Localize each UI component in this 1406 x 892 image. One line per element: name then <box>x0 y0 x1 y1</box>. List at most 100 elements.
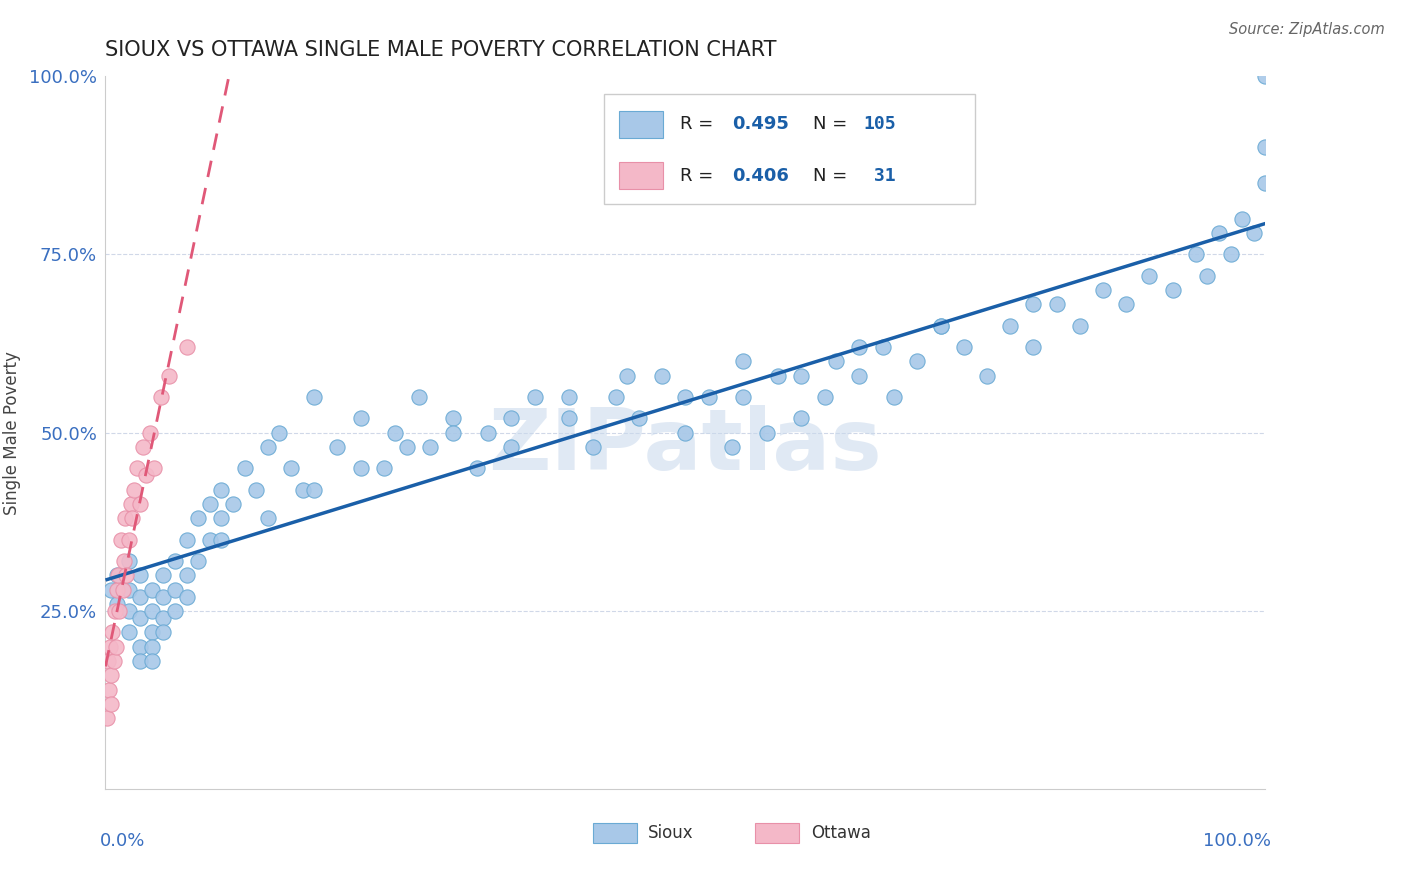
Point <box>176 568 198 582</box>
FancyBboxPatch shape <box>593 823 637 843</box>
Text: R =: R = <box>679 115 718 133</box>
Point <box>124 483 146 497</box>
Point <box>1232 211 1254 226</box>
Point <box>163 554 186 568</box>
Point <box>373 461 395 475</box>
Point <box>501 440 523 454</box>
Point <box>907 354 929 368</box>
Point <box>211 511 233 525</box>
Point <box>721 440 744 454</box>
Point <box>523 390 546 404</box>
Point <box>257 511 280 525</box>
Point <box>138 425 160 440</box>
Point <box>651 368 673 383</box>
Point <box>115 568 138 582</box>
Point <box>114 511 136 525</box>
Point <box>163 604 186 618</box>
Point <box>733 390 755 404</box>
Point <box>129 497 152 511</box>
Point <box>582 440 605 454</box>
Point <box>1254 69 1277 83</box>
Point <box>558 390 581 404</box>
Point <box>1254 140 1277 154</box>
Point <box>1219 247 1241 261</box>
Text: Source: ZipAtlas.com: Source: ZipAtlas.com <box>1229 22 1385 37</box>
Point <box>152 590 174 604</box>
Point <box>929 318 952 333</box>
Point <box>1092 283 1115 297</box>
Point <box>120 497 142 511</box>
Point <box>384 425 406 440</box>
Point <box>233 461 256 475</box>
Text: 100.0%: 100.0% <box>1204 832 1271 850</box>
Point <box>150 390 173 404</box>
Point <box>198 497 221 511</box>
Point <box>1185 247 1208 261</box>
Point <box>675 390 697 404</box>
Point <box>129 654 152 668</box>
Point <box>125 461 148 475</box>
Point <box>1254 176 1277 190</box>
Point <box>222 497 245 511</box>
Point <box>135 468 157 483</box>
Point <box>1197 268 1219 283</box>
Point <box>976 368 998 383</box>
Point <box>98 640 121 654</box>
Text: Sioux: Sioux <box>648 824 695 842</box>
Point <box>141 625 163 640</box>
Point <box>129 568 152 582</box>
Point <box>1069 318 1091 333</box>
Point <box>187 511 209 525</box>
Point <box>441 411 464 425</box>
Point <box>605 390 627 404</box>
Point <box>141 604 163 618</box>
Text: R =: R = <box>679 167 718 185</box>
Point <box>111 582 134 597</box>
Point <box>953 340 976 354</box>
Point <box>1115 297 1137 311</box>
Point <box>269 425 291 440</box>
Point <box>1161 283 1184 297</box>
Point <box>408 390 430 404</box>
Point <box>105 568 128 582</box>
Point <box>291 483 314 497</box>
Point <box>131 440 153 454</box>
Point <box>96 711 118 725</box>
Point <box>198 533 221 547</box>
Point <box>477 425 499 440</box>
Text: 31: 31 <box>863 167 896 185</box>
Point <box>118 582 141 597</box>
Point <box>129 640 152 654</box>
Text: 0.0%: 0.0% <box>100 832 145 850</box>
Point <box>107 568 129 582</box>
Point <box>280 461 302 475</box>
Point <box>304 390 326 404</box>
Point <box>558 411 581 425</box>
FancyBboxPatch shape <box>605 94 976 204</box>
Point <box>628 411 651 425</box>
Point <box>441 425 464 440</box>
FancyBboxPatch shape <box>619 111 664 138</box>
Point <box>813 390 835 404</box>
Point <box>152 625 174 640</box>
Point <box>157 368 180 383</box>
Point <box>211 483 233 497</box>
Point <box>100 697 122 711</box>
Point <box>790 368 813 383</box>
Point <box>100 582 122 597</box>
Text: 0.406: 0.406 <box>733 167 789 185</box>
Text: ZIPatlas: ZIPatlas <box>488 405 883 489</box>
Point <box>396 440 419 454</box>
Point <box>465 461 488 475</box>
Y-axis label: Single Male Poverty: Single Male Poverty <box>3 351 21 515</box>
Point <box>129 611 152 625</box>
Point <box>141 582 163 597</box>
Point <box>152 611 174 625</box>
Point <box>245 483 267 497</box>
Point <box>152 568 174 582</box>
Point <box>675 425 697 440</box>
Point <box>825 354 848 368</box>
Point <box>97 654 120 668</box>
Point <box>733 354 755 368</box>
Point <box>1000 318 1022 333</box>
